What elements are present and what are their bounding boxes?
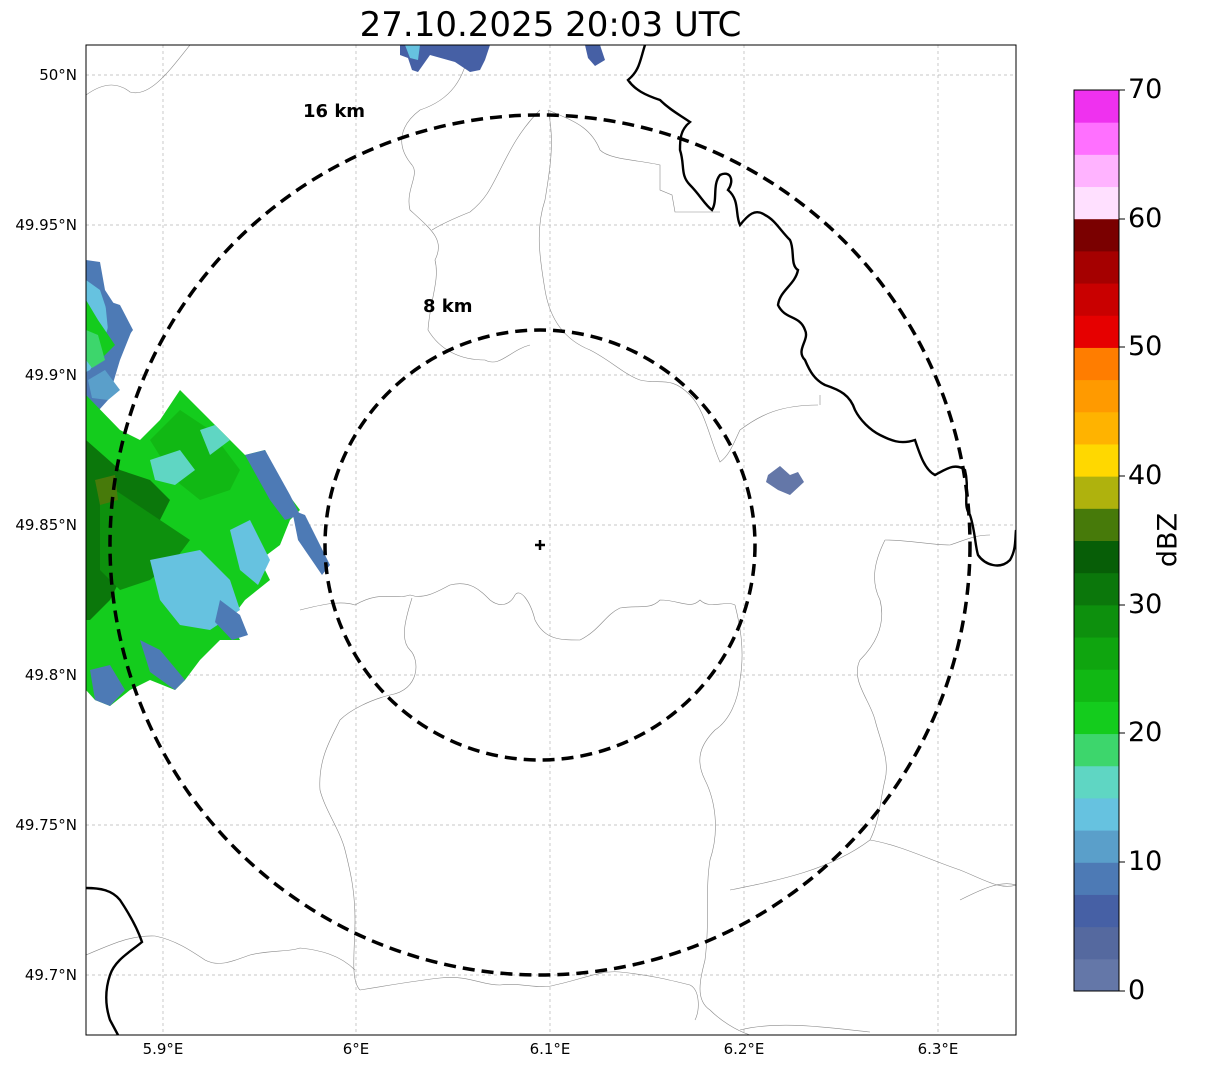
range-rings — [108, 113, 972, 977]
colorbar-tick-label: 30 — [1128, 589, 1163, 620]
colorbar-segment — [1074, 733, 1119, 767]
colorbar-segment — [1074, 669, 1119, 702]
lon-tick-label: 6.1°E — [529, 1040, 571, 1058]
lat-tick-label: 49.7°N — [24, 966, 77, 984]
colorbar-segment — [1074, 122, 1119, 155]
colorbar-segment — [1074, 765, 1119, 799]
colorbar-segment — [1074, 283, 1119, 316]
lat-tick-label: 49.85°N — [15, 516, 77, 534]
colorbar-tick-label: 50 — [1128, 331, 1163, 362]
colorbar-tick-label: 0 — [1128, 975, 1146, 1006]
colorbar-segment — [1074, 186, 1119, 220]
colorbar-tick-label: 20 — [1128, 717, 1163, 748]
range-ring-8km — [323, 328, 757, 762]
colorbar-segment — [1074, 154, 1119, 188]
colorbar-segment — [1074, 508, 1119, 541]
map-frame — [85, 44, 1017, 1036]
colorbar-segment — [1074, 476, 1119, 509]
map-frame-content: 16 km 8 km — [86, 45, 1016, 1035]
colorbar-tick-label: 40 — [1128, 460, 1163, 491]
lat-tick-label: 49.95°N — [15, 216, 77, 234]
colorbar-segment — [1074, 830, 1119, 863]
colorbar-segment — [1074, 797, 1119, 831]
lon-tick-label: 6.2°E — [723, 1040, 765, 1058]
colorbar-segment — [1074, 926, 1119, 960]
colorbar-segment — [1074, 218, 1119, 252]
colorbar-segment — [1074, 862, 1119, 895]
map-title: 27.10.2025 20:03 UTC — [359, 5, 742, 45]
colorbar-segment — [1074, 411, 1119, 445]
colorbar-tick-label: 60 — [1128, 203, 1163, 234]
colorbar-segment — [1074, 443, 1119, 477]
colorbar-segment — [1074, 315, 1119, 348]
lat-tick-label: 49.9°N — [24, 366, 77, 384]
lon-tick-label: 5.9°E — [142, 1040, 184, 1058]
lat-tick-label: 49.8°N — [24, 666, 77, 684]
precipitation-echoes — [86, 45, 804, 706]
lon-tick-label: 6°E — [342, 1040, 370, 1058]
colorbar-segment — [1074, 347, 1119, 381]
colorbar-segment — [1074, 540, 1119, 574]
colorbar-segment — [1074, 894, 1119, 928]
colorbar-segment — [1074, 604, 1119, 638]
colorbar — [1074, 90, 1119, 992]
colorbar-frame — [1073, 89, 1120, 992]
range-ring-16km — [108, 113, 972, 977]
colorbar-ticks — [1119, 89, 1125, 992]
colorbar-segment — [1074, 572, 1119, 606]
colorbar-segment — [1074, 637, 1119, 670]
colorbar-segment — [1074, 90, 1119, 123]
colorbar-unit-label: dBZ — [1152, 512, 1184, 568]
gridlines — [86, 45, 1016, 1035]
lat-tick-label: 50°N — [39, 66, 77, 84]
range-ring-label-16km: 16 km — [303, 101, 365, 122]
radar-site-marker — [535, 540, 545, 550]
colorbar-tick-label: 10 — [1128, 846, 1163, 877]
colorbar-segment — [1074, 250, 1119, 284]
lat-tick-label: 49.75°N — [15, 816, 77, 834]
colorbar-segment — [1074, 958, 1119, 992]
colorbar-segment — [1074, 379, 1119, 413]
admin-boundaries — [86, 45, 1016, 1035]
colorbar-tick-label: 70 — [1128, 74, 1163, 105]
range-ring-label-8km: 8 km — [423, 296, 473, 317]
colorbar-segment — [1074, 701, 1119, 735]
lon-tick-label: 6.3°E — [917, 1040, 959, 1058]
